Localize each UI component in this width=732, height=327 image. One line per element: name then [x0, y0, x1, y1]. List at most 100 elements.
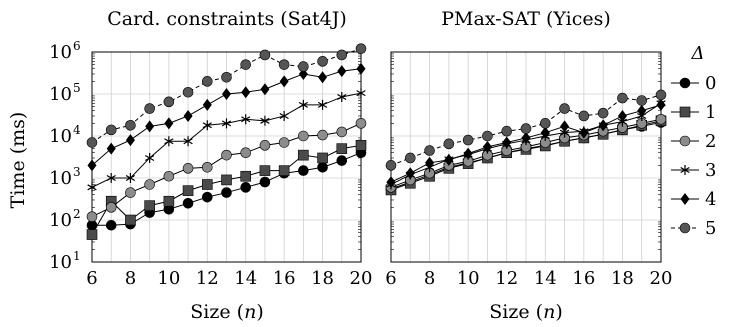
right-data-point [617, 92, 628, 104]
left-x-tick-label: 16 [273, 268, 296, 289]
legend-label: 4 [705, 189, 716, 210]
right-series-4 [386, 98, 666, 189]
left-data-point [260, 83, 270, 96]
right-data-point [540, 126, 550, 139]
left-data-point [240, 182, 252, 193]
left-y-tick-label: 10 [49, 84, 72, 105]
right-data-point [424, 145, 435, 156]
left-data-point [145, 120, 155, 133]
left-data-point [183, 109, 193, 122]
right-chart-panel: 6 8 10 12 14 16 18 20 [385, 51, 673, 289]
legend-marker [679, 77, 691, 89]
left-x-tick-label: 14 [234, 268, 257, 289]
right-data-point [656, 98, 666, 111]
left-data-point [259, 49, 271, 61]
left-data-point [163, 96, 175, 108]
left-data-point [86, 137, 98, 148]
right-data-point [521, 131, 531, 144]
legend-item-1: 1 [671, 102, 716, 123]
left-series-2 [86, 118, 367, 222]
right-data-point [405, 167, 415, 180]
left-y-tick-label: 10 [49, 42, 72, 63]
legend: Δ 0 1 2 3 4 5 [671, 43, 716, 239]
left-data-point [241, 86, 251, 99]
right-x-tick-label: 12 [495, 268, 518, 289]
left-chart-title: Card. constraints (Sat4J) [107, 8, 347, 30]
left-data-point [125, 187, 136, 198]
right-chart-title: PMax-SAT (Yices) [441, 8, 611, 30]
left-data-point [125, 173, 136, 183]
right-data-point [539, 118, 551, 129]
right-x-axis-label: Size (n) [489, 301, 562, 323]
left-y-tick-exponent: 2 [73, 207, 81, 221]
right-data-point [463, 147, 473, 160]
left-data-point [182, 185, 194, 196]
left-x-tick-label: 10 [157, 268, 180, 289]
left-x-tick-label: 20 [350, 268, 373, 289]
left-data-point [105, 202, 117, 213]
left-data-point [355, 118, 367, 129]
right-x-tick-label: 14 [534, 268, 557, 289]
legend-marker [679, 135, 691, 147]
left-data-point [298, 99, 308, 110]
left-data-point [278, 137, 290, 148]
left-data-point [355, 140, 367, 151]
left-data-point [317, 56, 328, 67]
left-data-point [202, 120, 212, 131]
right-data-point [425, 156, 435, 169]
left-y-tick-exponent: 6 [73, 39, 81, 53]
left-series-4 [87, 62, 366, 172]
left-data-point [145, 152, 155, 163]
left-x-tick-label: 18 [311, 268, 334, 289]
left-data-point [163, 195, 175, 207]
right-data-point [617, 109, 627, 122]
left-x-tick-labels: 6 8 10 12 14 16 18 20 [86, 268, 372, 289]
right-data-point [404, 152, 416, 164]
right-data-point [482, 130, 493, 142]
left-series-line [91, 48, 362, 143]
legend-title: Δ [691, 43, 705, 64]
right-data-point [520, 123, 532, 134]
right-data-point [502, 136, 512, 149]
left-data-point [317, 129, 328, 141]
legend-item-2: 2 [671, 131, 716, 152]
left-data-point [182, 163, 194, 174]
left-data-point [201, 161, 213, 173]
left-series-5 [86, 43, 367, 148]
legend-label: 0 [705, 73, 716, 94]
left-data-point [317, 161, 328, 173]
legend-label: 2 [705, 131, 716, 152]
left-data-point [87, 159, 97, 172]
left-y-tick-label: 10 [49, 252, 72, 273]
left-data-point [259, 176, 271, 188]
right-x-tick-label: 10 [457, 268, 480, 289]
left-data-point [86, 211, 98, 222]
left-data-point [337, 91, 347, 102]
left-data-point [259, 140, 271, 151]
left-x-tick-label: 8 [125, 268, 136, 289]
right-data-point [385, 160, 397, 171]
right-x-tick-label: 20 [650, 268, 673, 289]
left-data-point [356, 88, 366, 99]
legend-item-0: 0 [671, 73, 716, 94]
left-data-point [356, 62, 366, 75]
left-data-point [221, 118, 232, 129]
left-y-tick-exponent: 3 [73, 165, 81, 179]
left-data-point [240, 147, 252, 159]
left-y-tick-exponent: 4 [73, 123, 81, 137]
left-data-point [164, 117, 174, 130]
legend-marker [680, 193, 690, 205]
right-x-tick-label: 18 [611, 268, 634, 289]
left-data-point [241, 114, 251, 125]
left-x-tick-label: 12 [196, 268, 219, 289]
right-data-point [579, 126, 589, 139]
left-data-point [278, 165, 290, 176]
left-data-point [221, 71, 232, 83]
left-data-point [221, 149, 232, 161]
left-data-point [298, 149, 309, 161]
left-y-tick-label: 10 [49, 126, 72, 147]
left-data-point [317, 99, 328, 110]
right-data-point [482, 140, 492, 153]
